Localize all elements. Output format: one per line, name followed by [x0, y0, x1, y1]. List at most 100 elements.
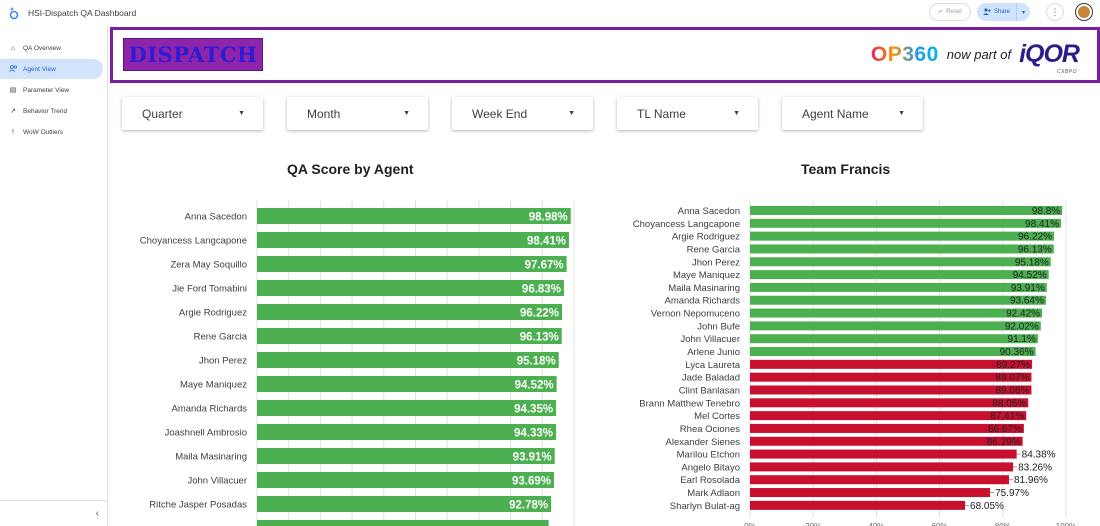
bar[interactable] [750, 231, 1055, 241]
bar[interactable] [750, 206, 1063, 215]
sidebar-item-label: Behavior Trend [23, 107, 68, 115]
filter-label: TL Name [637, 106, 686, 121]
y-tick-label: Maila Masinaring [668, 283, 740, 294]
bar[interactable] [750, 257, 1051, 267]
dropdown-caret-icon: ▼ [238, 110, 245, 117]
bar[interactable] [750, 423, 1024, 433]
iqor-logo: iQOR CXBPO [1019, 40, 1080, 75]
data-label: 96.22% [520, 308, 559, 320]
y-tick-label: Earl Rosolada [680, 475, 740, 486]
sidebar-item-label: Parameter View [23, 86, 70, 94]
collapse-chevron-icon[interactable]: ‹ [95, 508, 99, 519]
y-tick-label: Maye Maniquez [673, 270, 740, 281]
bar[interactable] [257, 304, 563, 320]
data-label: 98.41% [527, 236, 566, 248]
more-options-icon[interactable]: ⋮ [1046, 3, 1064, 21]
bar[interactable] [750, 449, 1017, 459]
filter-week-end[interactable]: Week End ▼ [452, 97, 593, 130]
sidebar-footer: ‹ [0, 500, 107, 526]
document-icon: ▤ [9, 87, 17, 94]
bar[interactable] [750, 244, 1054, 254]
bar[interactable] [257, 280, 564, 296]
bar[interactable] [257, 352, 559, 368]
y-tick-label: Mark Adlaon [687, 488, 740, 499]
bar[interactable] [750, 436, 1023, 446]
filter-quarter[interactable]: Quarter ▼ [122, 97, 263, 130]
looker-studio-logo-icon[interactable] [8, 6, 20, 20]
y-tick-label: Zera May Soquillo [170, 260, 247, 271]
bar[interactable] [750, 475, 1009, 485]
data-label: 98.41% [1025, 219, 1059, 230]
y-tick-label: Sharlyn Bulat-ag [670, 501, 740, 512]
data-label: 92.02% [1005, 321, 1039, 332]
bar[interactable] [750, 308, 1043, 318]
bar[interactable] [750, 321, 1041, 331]
bar[interactable] [750, 385, 1032, 395]
sidebar-item-parameter-view[interactable]: ▤ Parameter View [0, 80, 103, 100]
y-tick-label: Amanda Richards [664, 296, 740, 307]
bar[interactable] [750, 372, 1032, 382]
data-label: 94.33% [514, 428, 553, 440]
bar[interactable] [257, 208, 571, 224]
y-tick-label: Alexander Sienes [666, 437, 741, 448]
filter-tl-name[interactable]: TL Name ▼ [617, 97, 758, 130]
data-label: 93.91% [1011, 283, 1045, 294]
data-label: 92.78% [509, 500, 548, 512]
bar[interactable] [257, 496, 552, 512]
filter-agent-name[interactable]: Agent Name ▼ [782, 97, 923, 130]
header-banner: DISPATCH OP360 now part of iQOR CXBPO [110, 27, 1100, 83]
sidebar-item-agent-view[interactable]: Agent View [0, 59, 103, 79]
y-tick-label: Jie Ford Tomabini [172, 284, 247, 295]
dispatch-logo: DISPATCH [123, 38, 263, 71]
bar[interactable] [257, 448, 555, 464]
sidebar-item-behavior-trend[interactable]: ↗ Behavior Trend [0, 101, 103, 121]
share-button[interactable]: Share ▾ [976, 3, 1030, 21]
bar[interactable] [750, 462, 1014, 472]
bar[interactable] [257, 424, 557, 440]
left-chart-title: QA Score by Agent [287, 161, 414, 177]
data-label: 89.07% [996, 373, 1030, 384]
bar[interactable] [750, 295, 1046, 305]
data-label: 93.91% [513, 452, 552, 464]
bar[interactable] [750, 488, 991, 498]
undo-icon: ↶ [938, 9, 944, 16]
bar[interactable] [750, 500, 966, 510]
data-label: 94.52% [515, 380, 554, 392]
y-tick-label: Jhon Perez [692, 257, 740, 268]
bar[interactable] [750, 359, 1033, 369]
x-tick-label: 40% [868, 522, 884, 526]
bar[interactable] [750, 411, 1027, 421]
person-add-icon [982, 7, 991, 17]
sidebar-item-qa-overview[interactable]: ⌂ QA Overview [0, 38, 103, 58]
bar[interactable] [750, 334, 1038, 344]
avatar[interactable] [1076, 4, 1092, 20]
data-label: 81.96% [1014, 475, 1048, 486]
y-tick-label: Jade Baladad [682, 373, 740, 384]
trend-icon: ↗ [10, 108, 16, 115]
bar[interactable] [257, 256, 567, 272]
bar[interactable] [257, 400, 557, 416]
data-label: 93.69% [512, 476, 551, 488]
y-tick-label: Joashnell Ambrosio [165, 428, 247, 439]
bar[interactable] [257, 472, 554, 488]
bar[interactable] [257, 328, 562, 344]
sidebar-item-wow-outliers[interactable]: ! WoW Outliers [0, 122, 103, 142]
reset-button[interactable]: ↶ Reset [929, 3, 971, 21]
data-label: 98.8% [1032, 206, 1060, 217]
bar[interactable] [257, 376, 557, 392]
filter-month[interactable]: Month ▼ [287, 97, 428, 130]
y-tick-label: Anna Sacedon [678, 206, 740, 217]
data-label: 68.05% [970, 501, 1004, 512]
bar[interactable] [750, 218, 1061, 228]
bar[interactable] [257, 232, 569, 248]
data-label: 94.35% [514, 404, 553, 416]
share-dropdown-chevron-icon[interactable]: ▾ [1016, 3, 1030, 21]
bar[interactable] [750, 347, 1036, 357]
y-tick-label: Choyancess Langcapone [633, 219, 740, 230]
bar[interactable] [750, 270, 1049, 280]
bar[interactable] [750, 398, 1029, 408]
bar[interactable] [750, 282, 1047, 292]
now-part-of-text: now part of [946, 47, 1012, 62]
data-label: 89.27% [996, 360, 1030, 371]
data-label: 96.13% [1018, 244, 1052, 255]
